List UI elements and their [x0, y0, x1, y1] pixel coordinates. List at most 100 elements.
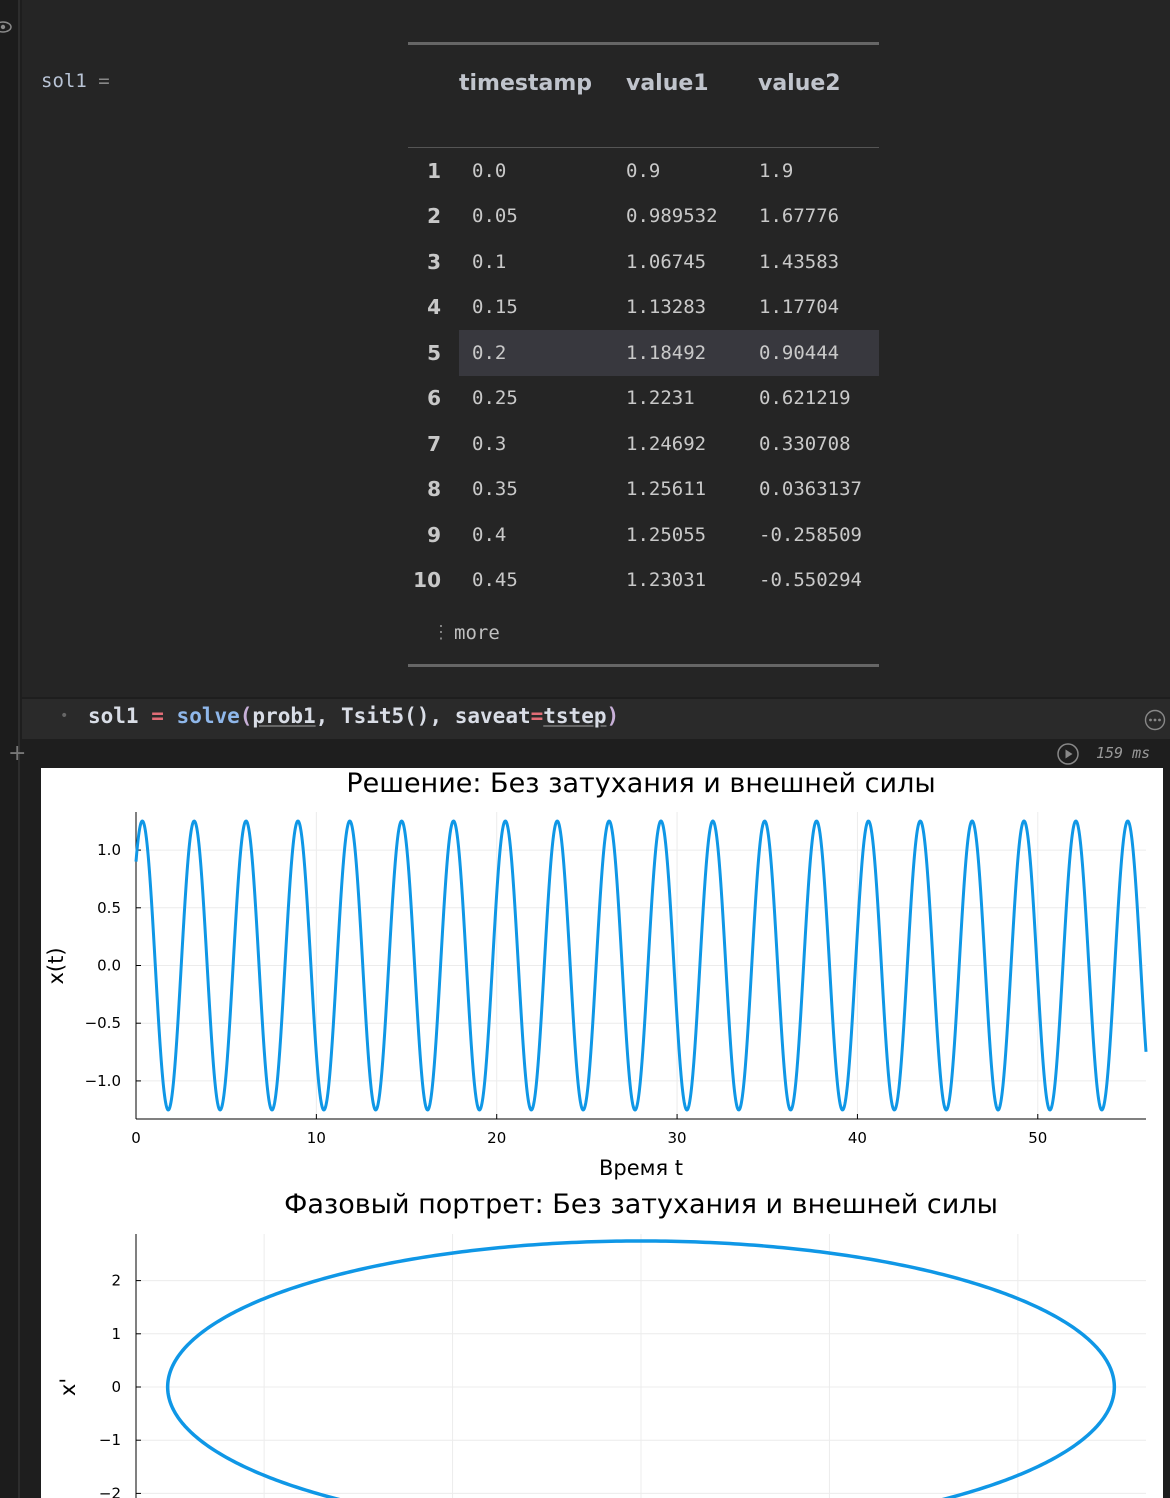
y-tick-label: 2	[111, 1272, 121, 1290]
code-kw-name: saveat	[454, 704, 531, 728]
table-row: 9 0.4 1.25055 -0.258509	[408, 512, 879, 558]
column-header-timestamp: timestamp	[459, 43, 610, 148]
table-row: 7 0.3 1.24692 0.330708	[408, 421, 879, 467]
code-function: solve	[176, 704, 240, 728]
gutter-divider	[18, 0, 20, 1498]
row-index: 2	[427, 204, 441, 229]
cell-value2: 1.9	[759, 159, 794, 182]
run-timing: 159 ms	[1096, 744, 1151, 762]
cell-timestamp: 0.3	[472, 432, 507, 455]
table-row: 5 0.2 1.18492 0.90444	[408, 330, 879, 376]
cell-value2: 0.90444	[739, 330, 879, 376]
row-index: 1	[427, 158, 441, 183]
plot-title: Фазовый портрет: Без затухания и внешней…	[284, 1189, 998, 1220]
table-row: 2 0.05 0.989532 1.67776	[408, 194, 879, 240]
x-tick-label: 20	[487, 1129, 506, 1147]
solution-plot: 0 10 20 30 40 50 −1.0 −0.5 0.0 0.5 1.0 Решение: Без…	[44, 768, 1148, 1180]
cell-timestamp: 0.15	[472, 296, 518, 319]
code-kw-op: =	[530, 704, 544, 728]
series-line-x	[134, 819, 1148, 1112]
code-assign-op: =	[151, 704, 164, 728]
output-variable-label: sol1 =	[41, 70, 110, 92]
cell-value1: 1.25611	[626, 478, 707, 501]
code-arg-prob: prob1	[252, 704, 316, 728]
x-tick-label: 30	[668, 1129, 687, 1147]
row-index: 6	[427, 386, 441, 411]
cell-value1: 1.06745	[626, 250, 707, 273]
left-gutter	[0, 0, 20, 1498]
x-tick-label: 0	[131, 1129, 141, 1147]
run-cell-icon[interactable]	[1056, 742, 1080, 766]
row-index: 3	[427, 249, 441, 274]
y-tick-label: −1	[99, 1431, 121, 1449]
x-axis-label: Время t	[599, 1156, 683, 1180]
x-tick-label: 40	[848, 1129, 867, 1147]
more-dots-icon: ⋮	[432, 622, 450, 643]
row-index: 5	[427, 340, 441, 365]
y-tick-label: −2	[99, 1484, 121, 1498]
cell-value1: 1.2231	[626, 387, 695, 410]
more-rows-button[interactable]: ⋮ more	[408, 616, 879, 667]
plot-output: 0 10 20 30 40 50 −1.0 −0.5 0.0 0.5 1.0 Решение: Без…	[41, 768, 1163, 1498]
code-kw-value: tstep	[543, 704, 607, 728]
add-cell-icon[interactable]: +	[8, 741, 27, 766]
equals-sign: =	[98, 70, 110, 92]
row-index: 9	[427, 522, 441, 547]
code-line[interactable]: sol1 = solve(prob1, Tsit5(), saveat=tste…	[88, 704, 620, 728]
code-assign-name: sol1	[88, 704, 139, 728]
table-row: 8 0.35 1.25611 0.0363137	[408, 467, 879, 513]
cell-value1: 1.24692	[626, 432, 707, 455]
cell-value2: -0.550294	[759, 569, 862, 592]
x-tick-label: 10	[307, 1129, 326, 1147]
code-arg-solver: Tsit5()	[340, 704, 430, 728]
column-header-value2: value2	[739, 43, 879, 148]
x-tick-label: 50	[1028, 1129, 1047, 1147]
cell-value2: 0.0363137	[759, 478, 862, 501]
y-tick-label: 0.0	[97, 957, 121, 975]
cell-timestamp: 0.25	[472, 387, 518, 410]
cell-value2: 1.17704	[759, 296, 840, 319]
index-header	[408, 43, 459, 148]
phase-trajectory	[165, 1239, 1117, 1498]
variable-name: sol1	[41, 70, 87, 92]
table-row: 10 0.45 1.23031 -0.550294	[408, 558, 879, 604]
eye-icon[interactable]	[0, 18, 12, 36]
cell-timestamp: 0.45	[472, 569, 518, 592]
cell-value1: 1.25055	[626, 523, 707, 546]
y-tick-label: 0	[111, 1378, 121, 1396]
more-label: more	[454, 622, 500, 644]
y-tick-label: 0.5	[97, 899, 121, 917]
cell-timestamp: 0.35	[472, 478, 518, 501]
cell-options-icon[interactable]	[1144, 709, 1166, 731]
y-tick-label: −0.5	[85, 1014, 121, 1032]
row-index: 8	[427, 477, 441, 502]
cell-bullet-icon: •	[60, 708, 69, 724]
phase-portrait-plot: −2 −1 0 1 2 Фазовый портрет: Без затухания и …	[56, 1189, 1146, 1498]
cell-timestamp: 0.1	[472, 250, 507, 273]
column-header-value1: value1	[610, 43, 739, 148]
y-axis-label: x'	[56, 1378, 80, 1396]
code-cell[interactable]: • sol1 = solve(prob1, Tsit5(), saveat=ts…	[22, 699, 1170, 739]
cell-value2: 1.67776	[759, 205, 840, 228]
cell-value1: 0.989532	[626, 205, 718, 228]
cell-timestamp: 0.4	[472, 523, 507, 546]
row-index: 7	[427, 431, 441, 456]
table-row: 6 0.25 1.2231 0.621219	[408, 376, 879, 422]
cell-timestamp: 0.05	[472, 205, 518, 228]
y-axis-label: x(t)	[44, 947, 68, 984]
cell-value2: 1.43583	[759, 250, 840, 273]
cell-value2: 0.621219	[759, 387, 851, 410]
cell-value2: -0.258509	[759, 523, 862, 546]
table-row: 1 0.0 0.9 1.9	[408, 148, 879, 194]
cell-value1: 0.9	[626, 159, 661, 182]
cell-timestamp: 0.2	[459, 330, 610, 376]
plot-title: Решение: Без затухания и внешней силы	[346, 768, 935, 799]
table-row: 3 0.1 1.06745 1.43583	[408, 239, 879, 285]
cell-value1: 1.13283	[626, 296, 707, 319]
cell-timestamp: 0.0	[472, 159, 507, 182]
row-index: 10	[413, 568, 441, 593]
solution-table: timestamp value1 value2 1 0.0 0.9 1.9 2 0.05 0…	[408, 42, 879, 603]
row-index: 4	[427, 295, 441, 320]
cell-value1: 1.23031	[626, 569, 707, 592]
table-row: 4 0.15 1.13283 1.17704	[408, 285, 879, 331]
